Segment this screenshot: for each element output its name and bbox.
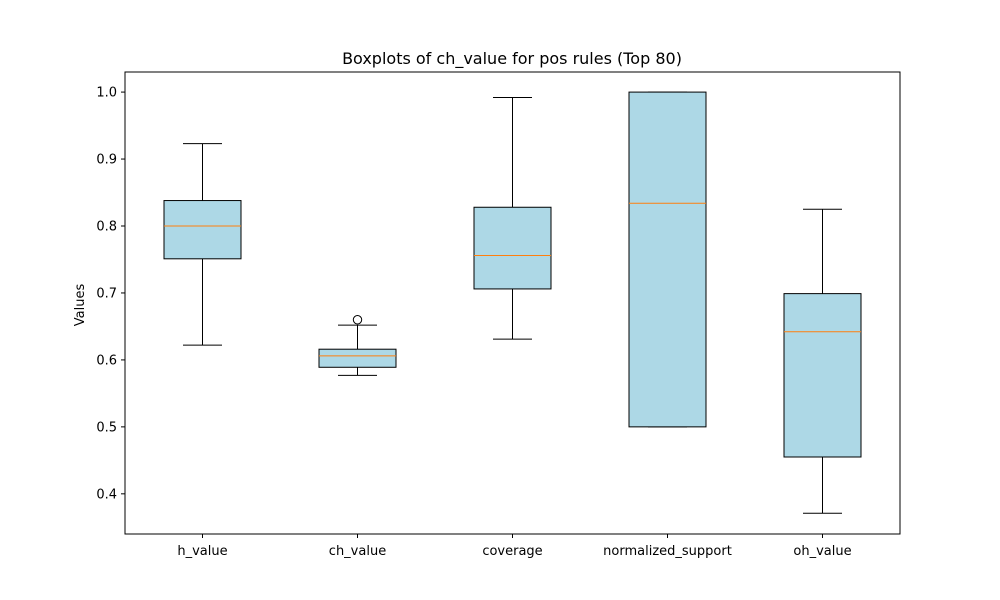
x-tick-label-oh-value: oh_value [793,544,851,559]
box-oh-value [783,208,862,514]
box-iqr [318,348,397,368]
x-tick-label-h-value: h_value [177,544,227,559]
x-tick-label-coverage: coverage [482,544,542,559]
box-normalized-support [628,91,707,428]
chart-title: Boxplots of ch_value for pos rules (Top … [342,49,682,69]
box-iqr [473,206,552,290]
y-tick-label: 0.7 [96,286,117,301]
box-iqr [628,91,707,428]
box-iqr [783,293,862,458]
y-tick-label: 1.0 [96,86,117,101]
y-tick-label: 0.4 [96,487,117,502]
x-tick-label-normalized-support: normalized_support [603,544,732,559]
y-tick-label: 0.6 [96,353,117,368]
y-axis-label: Values [73,284,88,327]
box-coverage [473,96,552,340]
y-tick-label: 0.9 [96,153,117,168]
box-ch-value [318,315,397,376]
plot-frame [124,71,901,535]
box-h-value [163,143,242,346]
x-tick-label-ch-value: ch_value [329,544,386,559]
box-iqr [163,200,242,260]
y-tick-label: 0.5 [96,420,117,435]
y-tick-label: 0.8 [96,220,117,235]
outlier-point [352,315,363,325]
plot-area: 0.4 0.5 0.6 0.7 0.8 0.9 1.0 h_value ch_value cove… [96,86,862,559]
